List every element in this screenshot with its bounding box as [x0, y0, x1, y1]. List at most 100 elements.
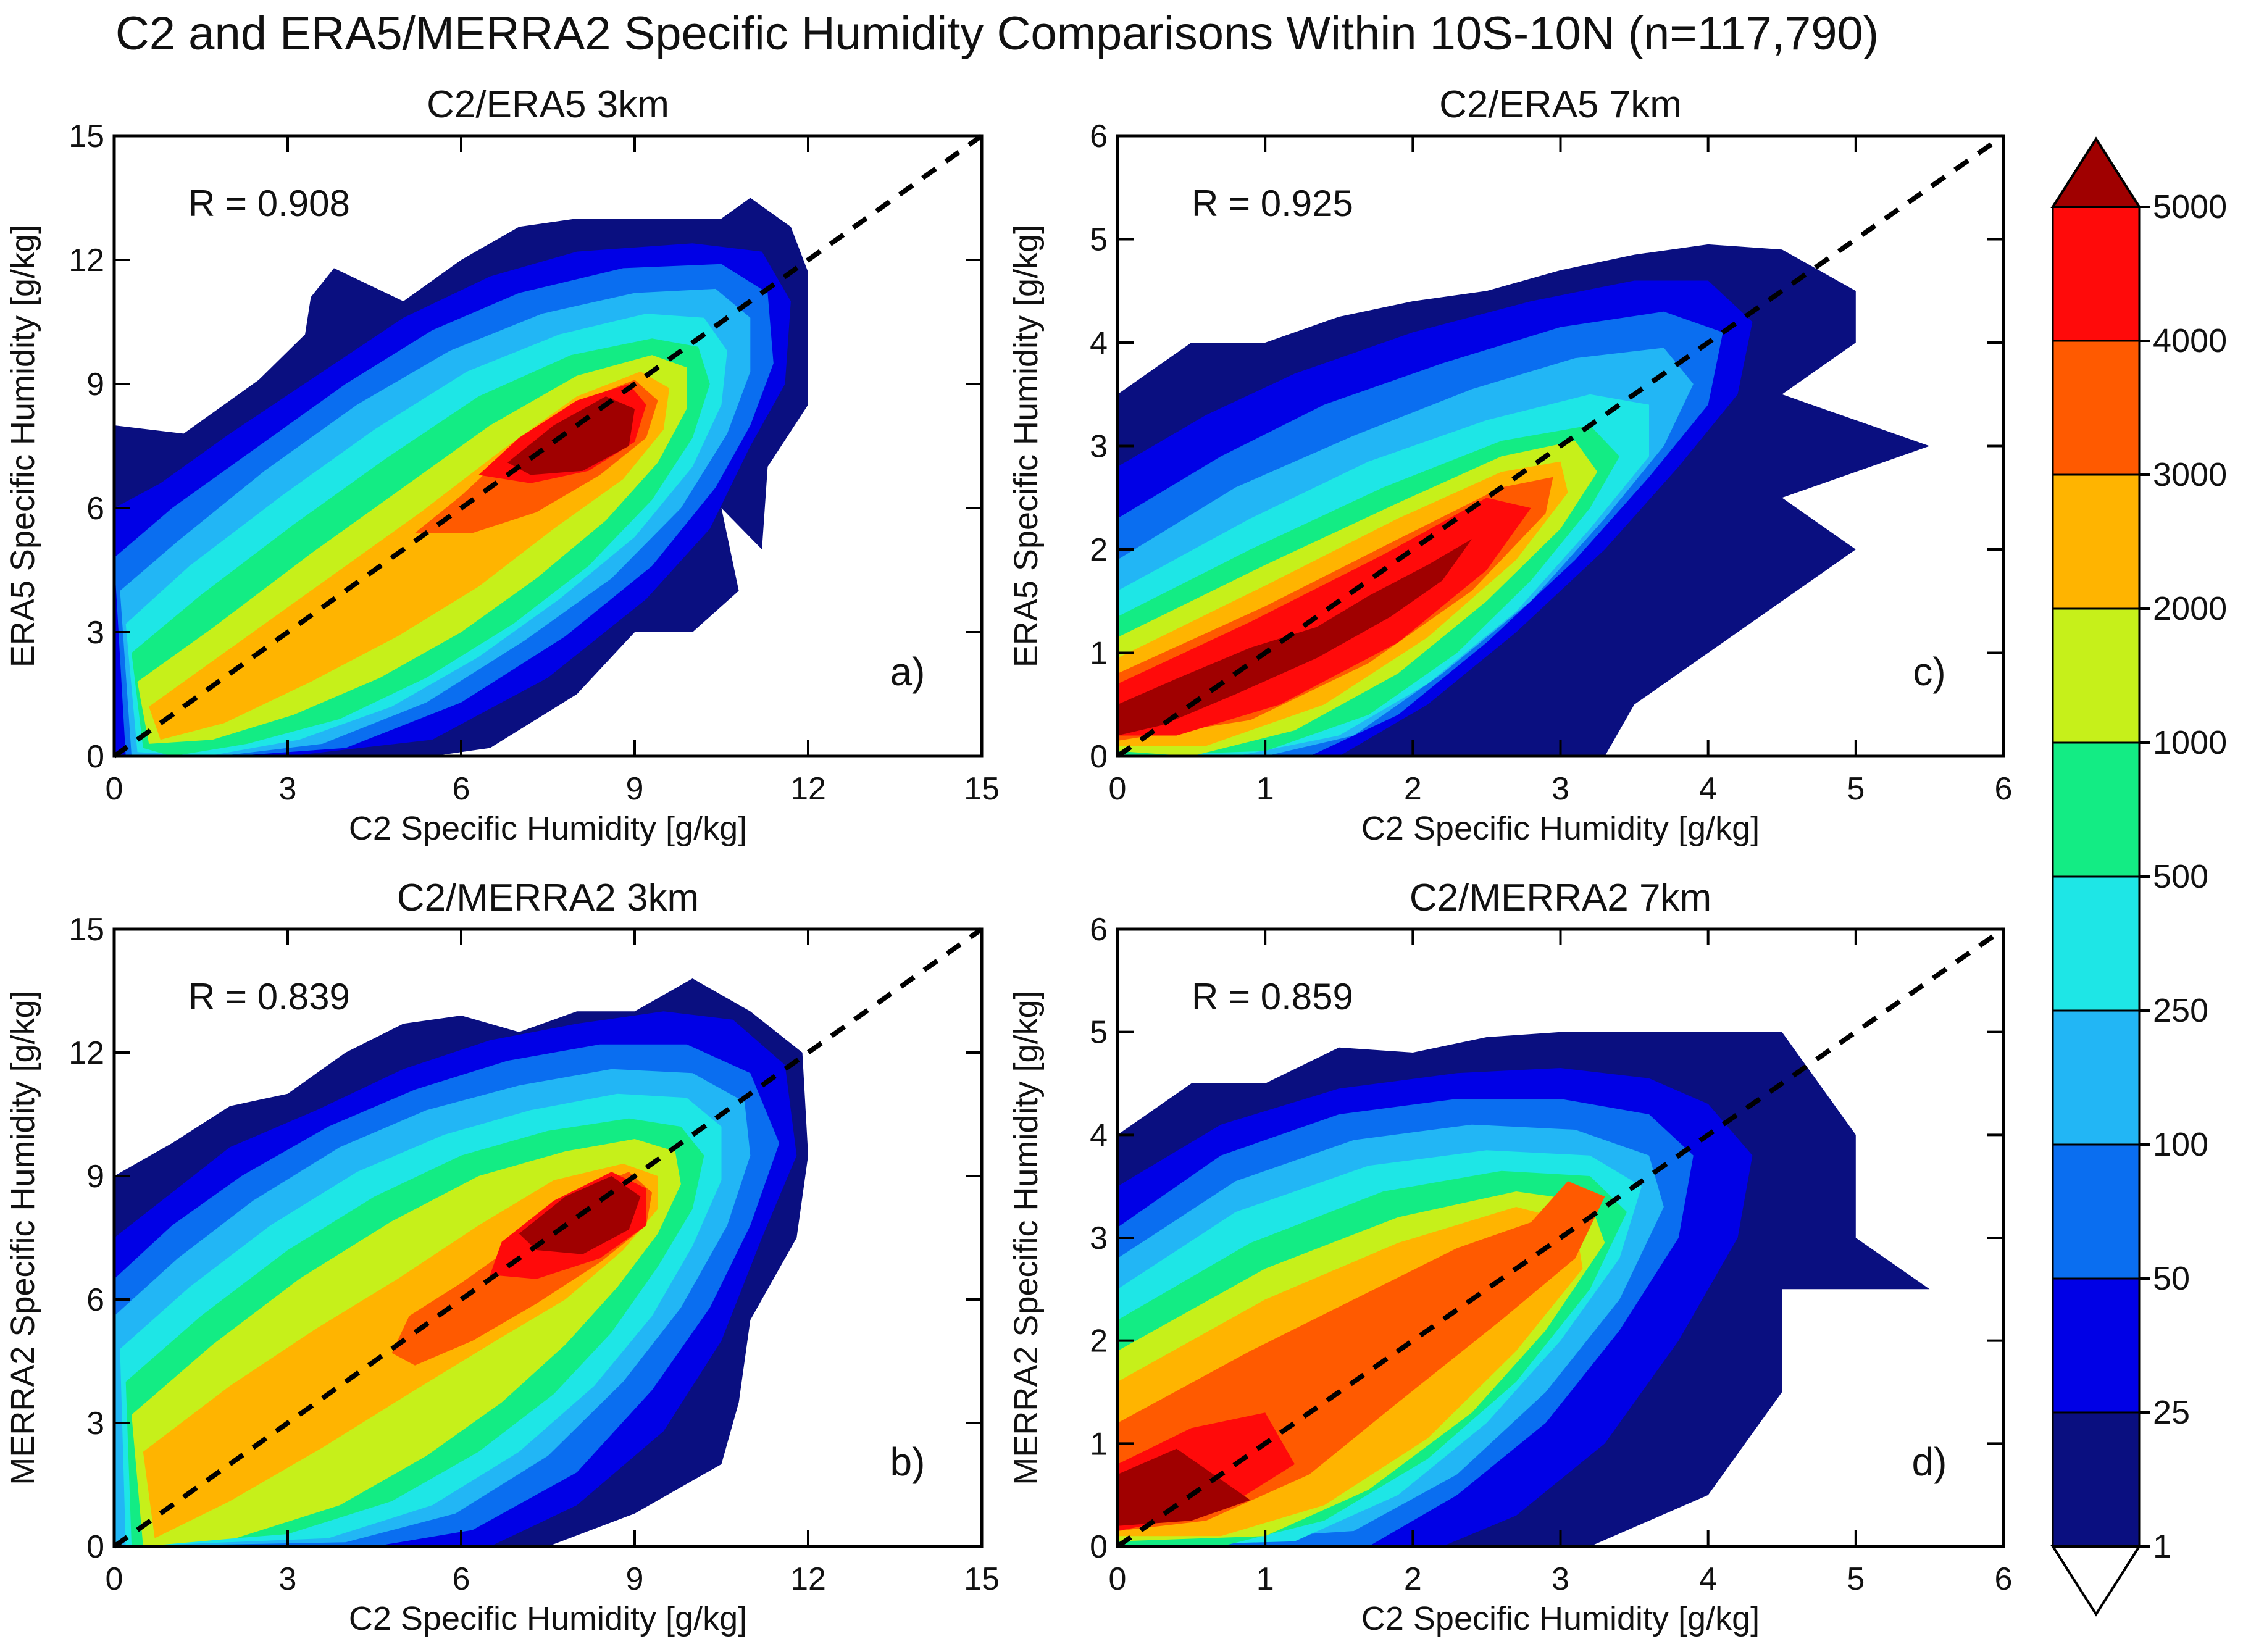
panel-c-y-tick-label: 4	[1090, 325, 1108, 361]
panel-a-y-tick-label: 3	[86, 615, 104, 651]
panel-d-one-to-one-line	[1116, 927, 2005, 1549]
panel-a-y-axis-label: ERA5 Specific Humidity [g/kg]	[4, 225, 41, 667]
colorbar-segment	[2052, 1009, 2141, 1146]
panel-c-title: C2/ERA5 7km	[1439, 83, 1682, 126]
panel-c-y-tick-label: 0	[1090, 739, 1108, 775]
panel-b-x-tick-label: 15	[964, 1561, 1000, 1597]
panel-a-contour-5000	[507, 396, 635, 475]
panel-d-x-tick-label: 5	[1847, 1561, 1865, 1597]
panel-a-x-axis-label: C2 Specific Humidity [g/kg]	[349, 810, 747, 847]
panel-b-y-tick-label: 0	[86, 1529, 104, 1565]
panel-a-x-tick-label: 9	[626, 771, 644, 807]
panel-c-y-tick-label: 5	[1090, 222, 1108, 258]
panel-d-x-tick-label: 6	[1995, 1561, 2013, 1597]
panel-c-x-tick-label: 0	[1109, 771, 1127, 807]
panel-a-one-to-one-line	[112, 133, 984, 759]
panel-a: 0 3 6 9 12 15 0 3 6 9 12 15 C2/ERA5 3km C2 Specific H…	[4, 83, 1000, 847]
panel-a-x-tick-label: 15	[964, 771, 1000, 807]
panel-c-y-tick-label: 2	[1090, 532, 1108, 568]
panel-a-x-tick-label: 12	[790, 771, 826, 807]
panel-b-y-tick-label: 15	[69, 912, 104, 948]
panel-c: 0 1 2 3 4 5 6 0 1 2 3 4 5 6 C2/ERA5 7km C2 Specific Hum…	[1008, 83, 2012, 847]
colorbar-over-triangle	[2050, 136, 2142, 208]
panel-b-x-tick-label: 12	[790, 1561, 826, 1597]
panel-c-contour-5000	[1117, 539, 1472, 736]
panel-b-y-tick-label: 6	[86, 1282, 104, 1318]
panel-a-y-tick-label: 6	[86, 491, 104, 527]
panel-d-y-tick-label: 1	[1090, 1426, 1108, 1462]
panel-d-x-tick-label: 1	[1256, 1561, 1274, 1597]
panel-c-x-tick-label: 6	[1995, 771, 2013, 807]
panel-d-title: C2/MERRA2 7km	[1410, 877, 1711, 919]
panel-b-x-tick-label: 9	[626, 1561, 644, 1597]
panel-d-r-label: R = 0.859	[1192, 976, 1353, 1017]
panel-a-y-tick-label: 0	[86, 739, 104, 775]
panel-d-y-tick-label: 0	[1090, 1529, 1108, 1565]
colorbar-under-triangle	[2050, 1545, 2142, 1617]
colorbar-segment	[2052, 1277, 2141, 1414]
panel-a-frame	[112, 134, 984, 758]
panel-c-r-label: R = 0.925	[1192, 183, 1353, 224]
panel-d-letter: d)	[1912, 1440, 1947, 1484]
colorbar-label: 25	[2153, 1394, 2190, 1431]
panel-d-contours	[1117, 1032, 1930, 1546]
panel-b-contours	[114, 978, 808, 1546]
panel-b-x-tick-label: 0	[106, 1561, 123, 1597]
colorbar-segment	[2052, 473, 2141, 610]
panel-b-y-tick-label: 9	[86, 1159, 104, 1195]
panel-b-x-tick-label: 6	[453, 1561, 470, 1597]
panel-d-y-tick-label: 5	[1090, 1015, 1108, 1051]
panel-a-r-label: R = 0.908	[188, 183, 350, 224]
panel-c-y-tick-label: 6	[1090, 119, 1108, 154]
panel-d-y-tick-label: 4	[1090, 1117, 1108, 1153]
colorbar-label: 1	[2153, 1528, 2171, 1565]
colorbar-label: 100	[2153, 1126, 2208, 1163]
colorbar: 1 25 50 100 250 500 1000 2000 3000 4000 5000	[2050, 136, 2227, 1617]
panel-d-contour-5000	[1117, 1448, 1251, 1526]
panel-c-y-tick-label: 1	[1090, 636, 1108, 672]
panel-a-title: C2/ERA5 3km	[427, 83, 669, 126]
colorbar-segment	[2052, 875, 2141, 1012]
panel-c-x-tick-label: 5	[1847, 771, 1865, 807]
panel-b-frame	[112, 927, 984, 1548]
colorbar-label: 5000	[2153, 188, 2227, 225]
panel-d-y-tick-label: 6	[1090, 912, 1108, 948]
panel-b-one-to-one-line	[112, 927, 984, 1549]
colorbar-label: 500	[2153, 858, 2208, 895]
colorbar-segment	[2052, 340, 2141, 476]
panel-b-x-axis-label: C2 Specific Humidity [g/kg]	[349, 1600, 747, 1637]
panel-c-y-tick-label: 3	[1090, 429, 1108, 465]
panel-d-x-axis-label: C2 Specific Humidity [g/kg]	[1361, 1600, 1760, 1637]
colorbar-label: 250	[2153, 992, 2208, 1029]
panel-c-x-axis-label: C2 Specific Humidity [g/kg]	[1361, 810, 1760, 847]
panel-c-x-tick-label: 1	[1256, 771, 1274, 807]
panel-d-y-tick-label: 2	[1090, 1324, 1108, 1359]
panel-c-x-tick-label: 2	[1404, 771, 1422, 807]
panel-c-x-tick-label: 4	[1699, 771, 1717, 807]
panel-b-title: C2/MERRA2 3km	[397, 877, 699, 919]
panel-c-x-tick-label: 3	[1552, 771, 1569, 807]
colorbar-segment	[2052, 607, 2141, 744]
panel-b-y-tick-label: 3	[86, 1406, 104, 1441]
panel-a-y-tick-label: 15	[69, 119, 104, 154]
panel-b-letter: b)	[890, 1440, 925, 1484]
panel-b-x-tick-label: 3	[279, 1561, 297, 1597]
panel-d-x-tick-label: 0	[1109, 1561, 1127, 1597]
colorbar-label: 3000	[2153, 456, 2227, 493]
panel-a-y-tick-label: 12	[69, 243, 104, 278]
colorbar-segment	[2052, 206, 2141, 342]
colorbar-segment	[2052, 1411, 2141, 1548]
colorbar-segment	[2052, 1143, 2141, 1280]
colorbar-segment	[2052, 741, 2141, 878]
colorbar-label: 1000	[2153, 724, 2227, 761]
panel-d-x-tick-label: 4	[1699, 1561, 1717, 1597]
panel-a-x-tick-label: 3	[279, 771, 297, 807]
panel-b: 0 3 6 9 12 15 0 3 6 9 12 15 C2/MERRA2 3km C2 Specific…	[4, 877, 1000, 1637]
panel-b-y-axis-label: MERRA2 Specific Humidity [g/kg]	[4, 990, 41, 1485]
colorbar-label: 50	[2153, 1260, 2190, 1297]
panel-a-y-tick-label: 9	[86, 367, 104, 403]
panel-a-x-tick-label: 6	[453, 771, 470, 807]
panel-d-y-tick-label: 3	[1090, 1220, 1108, 1256]
